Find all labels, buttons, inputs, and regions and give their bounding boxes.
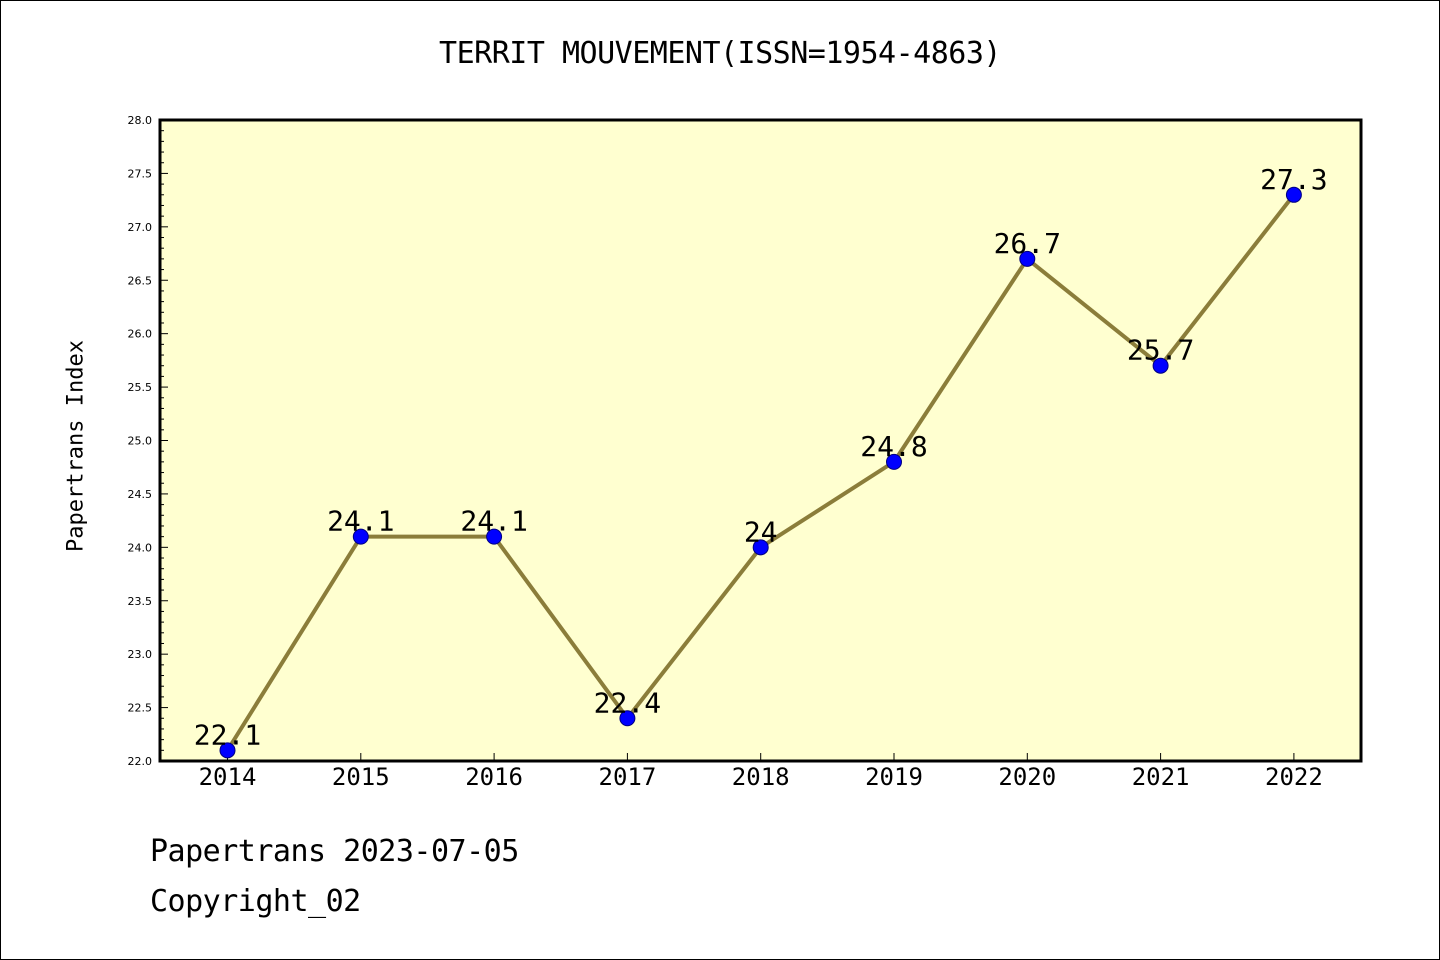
series-markers [219,186,1302,759]
data-point-marker [1152,357,1169,374]
y-tick-label: 26.0 [128,328,153,341]
x-tick-label: 2017 [599,763,657,791]
chart-title: TERRIT MOUVEMENT(ISSN=1954-4863) [439,36,1001,71]
x-tick-label: 2022 [1265,763,1323,791]
x-tick-label: 2014 [199,763,257,791]
plot-border [158,118,1363,763]
y-tick-label: 23.5 [128,595,153,608]
data-label: 22.1 [194,718,261,751]
x-tick-label: 2015 [332,763,390,791]
data-label: 26.7 [994,227,1061,260]
data-label: 25.7 [1127,334,1194,367]
y-tick-label: 28.0 [128,114,153,127]
y-tick-label: 27.0 [128,221,153,234]
plot-area [160,120,1361,761]
x-tick-label: 2021 [1132,763,1190,791]
data-label: 24 [744,515,778,548]
data-label: 24.1 [327,505,394,538]
data-point-marker [619,710,636,727]
footer-date-text: Papertrans 2023-07-05 [150,834,519,869]
data-point-marker [752,539,769,556]
x-tick-label: 2020 [998,763,1056,791]
data-label: 24.1 [460,505,527,538]
data-labels: 22.1 24.1 24.1 22.4 24 24.8 26.7 25.7 27.3 [194,163,1328,752]
y-tick-label: 24.5 [128,488,153,501]
data-point-marker [219,742,236,759]
x-axis: 2014 2015 2016 2017 2018 2019 2020 2021 2022 [199,753,1323,791]
y-axis: 22.0 22.5 23.0 23.5 24.0 24.5 25.0 25.5 26.0 26.5… [128,114,168,768]
y-tick-label: 23.0 [128,648,153,661]
y-tick-label: 26.5 [128,274,153,287]
footer-copyright-text: Copyright_02 [150,884,361,919]
data-label: 24.8 [860,430,927,463]
x-tick-label: 2016 [465,763,523,791]
data-point-marker [486,528,503,545]
y-tick-label: 25.0 [128,435,153,448]
y-tick-label: 27.5 [128,167,153,180]
data-label: 27.3 [1260,163,1327,196]
y-tick-label: 25.5 [128,381,153,394]
y-tick-label: 24.0 [128,541,153,554]
data-point-marker [352,528,369,545]
data-point-marker [1285,186,1302,203]
data-point-marker [886,453,902,470]
data-label: 22.4 [594,686,661,719]
x-tick-label: 2018 [732,763,790,791]
data-point-marker [1019,250,1036,267]
y-tick-label: 22.0 [128,755,153,768]
x-tick-label: 2019 [865,763,923,791]
y-tick-label: 22.5 [128,702,153,715]
